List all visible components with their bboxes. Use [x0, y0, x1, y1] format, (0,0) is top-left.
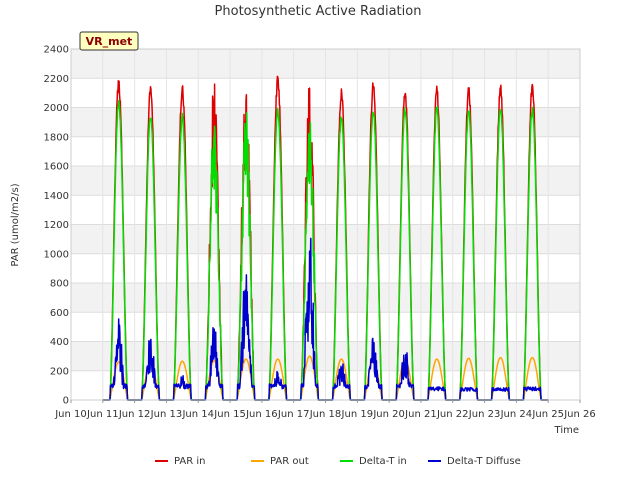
x-tick-label: Jun 17 [277, 409, 310, 420]
y-tick-label: 1000 [44, 249, 69, 260]
x-tick-label: Jun 15 [213, 409, 246, 420]
x-tick-label: Jun 23 [468, 409, 501, 420]
legend-label: Delta-T in [359, 456, 407, 467]
legend-label: PAR out [270, 456, 309, 467]
y-tick-label: 1200 [44, 220, 69, 231]
x-tick-label: Jun 16 [245, 409, 278, 420]
x-tick-label: Jun 20 [372, 409, 405, 420]
y-tick-label: 200 [50, 366, 69, 377]
y-tick-label: 400 [50, 337, 69, 348]
y-tick-label: 1800 [44, 132, 69, 143]
x-axis-label: Time [554, 425, 579, 436]
vr-met-badge: VR_met [79, 31, 139, 51]
x-tick-label: Jun 25 [531, 409, 564, 420]
x-ticks: Jun 10 Jun 11 Jun 12 Jun 13 Jun 14 Jun 15 Jun … [54, 400, 596, 420]
x-tick-label: Jun 12 [118, 409, 151, 420]
legend: PAR in PAR out Delta-T in Delta-T Diffuse [155, 456, 521, 467]
x-tick-label: Jun 26 [563, 409, 596, 420]
y-axis-label: PAR (umol/m2/s) [10, 183, 21, 266]
x-tick-label: Jun 21 [404, 409, 437, 420]
x-tick-label: Jun 10 [54, 409, 87, 420]
y-tick-label: 2200 [44, 74, 69, 85]
x-tick-label: Jun 14 [181, 409, 214, 420]
y-tick-label: 2000 [44, 103, 69, 114]
y-tick-label: 1400 [44, 191, 69, 202]
y-tick-label: 1600 [44, 162, 69, 173]
chart-title: Photosynthetic Active Radiation [215, 4, 422, 19]
x-tick-label: Jun 11 [86, 409, 119, 420]
legend-label: PAR in [174, 456, 205, 467]
y-tick-label: 800 [50, 279, 69, 290]
x-tick-label: Jun 22 [436, 409, 469, 420]
x-tick-label: Jun 13 [150, 409, 183, 420]
x-tick-label: Jun 24 [500, 409, 533, 420]
y-tick-label: 2400 [44, 45, 69, 56]
y-ticks: 0 200 400 600 800 1000 1200 1400 1600 1800 2000 220… [44, 45, 69, 407]
legend-label: Delta-T Diffuse [447, 456, 521, 467]
x-tick-label: Jun 19 [341, 409, 374, 420]
badge-label: VR_met [86, 35, 133, 48]
x-tick-label: Jun 18 [309, 409, 342, 420]
badge-box [79, 31, 139, 51]
y-tick-label: 0 [63, 396, 69, 407]
y-tick-label: 600 [50, 308, 69, 319]
